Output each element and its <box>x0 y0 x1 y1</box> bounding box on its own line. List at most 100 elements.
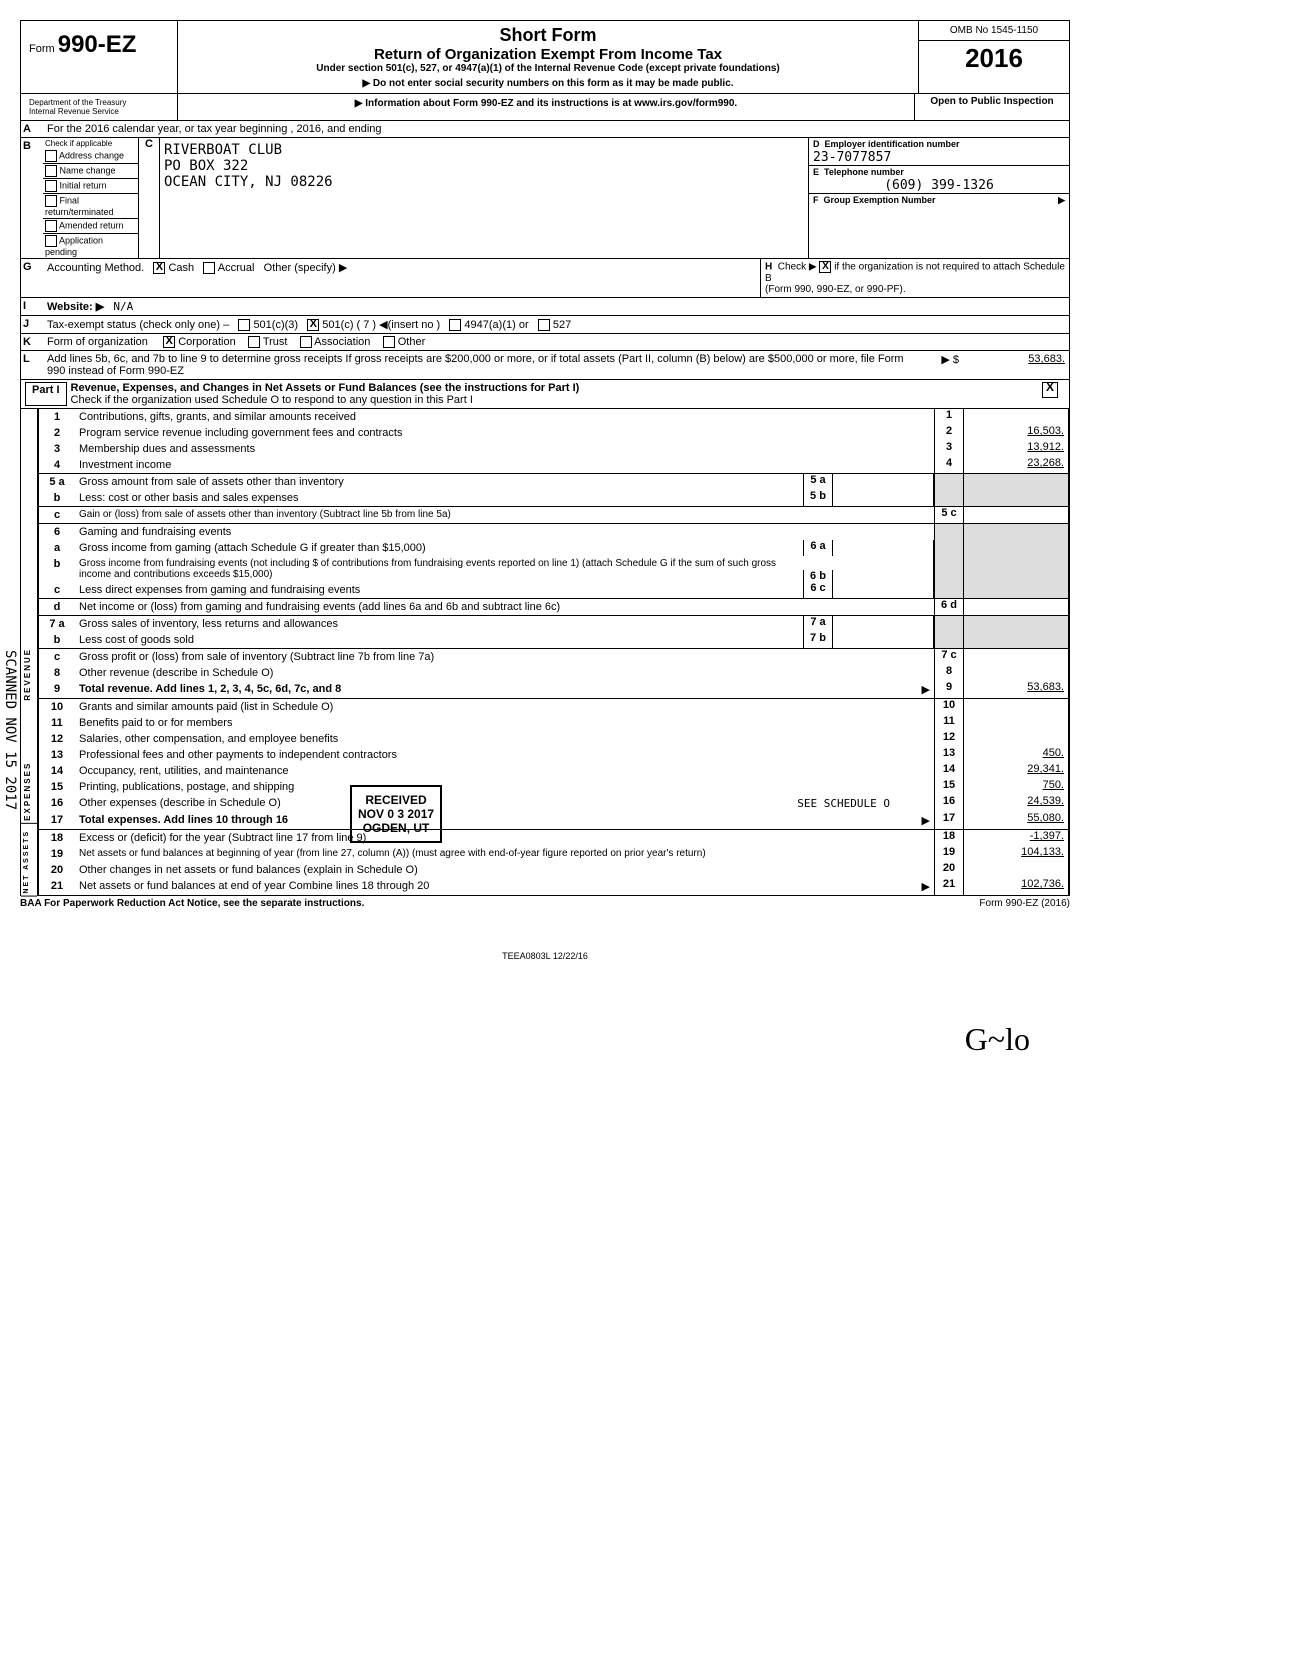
line-7a: 7 aGross sales of inventory, less return… <box>38 616 1069 632</box>
check-col: Check if applicable Address change Name … <box>43 138 139 258</box>
line-6a: aGross income from gaming (attach Schedu… <box>38 540 1069 556</box>
org-addr2: OCEAN CITY, NJ 08226 <box>164 174 804 190</box>
line-10: 10Grants and similar amounts paid (list … <box>38 699 1069 715</box>
side-expenses: EXPENSES <box>21 703 37 824</box>
lines-container: REVENUE EXPENSES NET ASSETS 1Contributio… <box>20 409 1070 896</box>
right-block: OMB No 1545-1150 2016 <box>919 21 1069 93</box>
org-name-block: RIVERBOAT CLUB PO BOX 322 OCEAN CITY, NJ… <box>160 138 808 258</box>
line-7c: cGross profit or (loss) from sale of inv… <box>38 649 1069 665</box>
info-link: ▶ Information about Form 990-EZ and its … <box>177 94 915 120</box>
line-18: 18Excess or (deficit) for the year (Subt… <box>38 830 1069 846</box>
label-k: K <box>21 334 43 350</box>
open-public: Open to Public Inspection <box>915 94 1069 120</box>
line-5c: cGain or (loss) from sale of assets othe… <box>38 507 1069 524</box>
l-arrow: ▶ $ <box>917 351 961 379</box>
section-k: K Form of organization X Corporation Tru… <box>20 334 1070 351</box>
line-1: 1Contributions, gifts, grants, and simil… <box>38 409 1069 425</box>
d-label: Employer identification number <box>825 139 960 149</box>
footer-formref: Form 990-EZ (2016) <box>979 898 1070 909</box>
check-final[interactable]: Final return/terminated <box>43 194 138 219</box>
section-a-text: For the 2016 calendar year, or tax year … <box>43 121 1069 137</box>
part1-header: Part I Revenue, Expenses, and Changes in… <box>20 380 1070 409</box>
tax-year: 2016 <box>919 41 1069 76</box>
form-prefix: Form <box>29 43 55 55</box>
line-6c: cLess direct expenses from gaming and fu… <box>38 582 1069 599</box>
form-number: 990-EZ <box>58 31 137 58</box>
signature: G~lo <box>20 1021 1070 1058</box>
section-a: A For the 2016 calendar year, or tax yea… <box>20 121 1070 138</box>
label-c: C <box>139 138 160 258</box>
line-17: 17Total expenses. Add lines 10 through 1… <box>38 812 1069 830</box>
check-pending[interactable]: Application pending <box>43 234 138 258</box>
org-name: RIVERBOAT CLUB <box>164 142 804 158</box>
accounting-method: Accounting Method. X Cash Accrual Other … <box>43 259 760 297</box>
title-under: Under section 501(c), 527, or 4947(a)(1)… <box>182 63 914 74</box>
line-3: 3Membership dues and assessments313,912. <box>38 441 1069 457</box>
check-amended[interactable]: Amended return <box>43 219 138 234</box>
check-trust[interactable] <box>248 336 260 348</box>
label-b: B <box>21 138 43 258</box>
label-g: G <box>21 259 43 297</box>
check-527[interactable] <box>538 319 550 331</box>
e-val: (609) 399-1326 <box>809 178 1069 193</box>
org-addr1: PO BOX 322 <box>164 158 804 174</box>
check-accrual[interactable] <box>203 262 215 274</box>
title-main: Short Form <box>182 25 914 46</box>
part1-title: Revenue, Expenses, and Changes in Net As… <box>71 382 580 394</box>
check-501c[interactable]: X <box>307 319 319 331</box>
f-label: Group Exemption Number <box>824 195 936 205</box>
section-i: I Website: ▶ N/A <box>20 298 1070 316</box>
form-number-block: Form 990-EZ <box>21 21 177 93</box>
line-16: 16Other expenses (describe in Schedule O… <box>38 795 1069 812</box>
line-20: 20Other changes in net assets or fund ba… <box>38 862 1069 878</box>
footer-code: TEEA0803L 12/22/16 <box>20 951 1070 961</box>
part1-check-text: Check if the organization used Schedule … <box>71 394 473 406</box>
check-h[interactable]: X <box>819 261 831 273</box>
line-5b: bLess: cost or other basis and sales exp… <box>38 490 1069 507</box>
omb: OMB No 1545-1150 <box>919 21 1069 41</box>
title-block: Short Form Return of Organization Exempt… <box>177 21 919 93</box>
check-corp[interactable]: X <box>163 336 175 348</box>
side-netassets: NET ASSETS <box>21 824 37 897</box>
check-other[interactable] <box>383 336 395 348</box>
check-assoc[interactable] <box>300 336 312 348</box>
title-sub: Return of Organization Exempt From Incom… <box>182 46 914 63</box>
line-6b: bGross income from fundraising events (n… <box>38 556 1069 582</box>
line-4: 4Investment income423,268. <box>38 457 1069 474</box>
line-6: 6Gaming and fundraising events <box>38 524 1069 540</box>
l-text: Add lines 5b, 6c, and 7b to line 9 to de… <box>43 351 917 379</box>
line-19: 19Net assets or fund balances at beginni… <box>38 846 1069 862</box>
check-name[interactable]: Name change <box>43 164 138 179</box>
part1-check[interactable]: X <box>1042 382 1058 398</box>
right-def: D Employer identification number 23-7077… <box>808 138 1069 258</box>
line-15: 15Printing, publications, postage, and s… <box>38 779 1069 795</box>
line-9: 9Total revenue. Add lines 1, 2, 3, 4, 5c… <box>38 681 1069 699</box>
line-2: 2Program service revenue including gover… <box>38 425 1069 441</box>
label-a: A <box>21 121 43 137</box>
section-h: H Check ▶ X if the organization is not r… <box>760 259 1069 297</box>
l-val: 53,683. <box>961 351 1069 379</box>
check-initial[interactable]: Initial return <box>43 179 138 194</box>
form-of-org: Form of organization X Corporation Trust… <box>43 334 1069 350</box>
line-7b: bLess cost of goods sold7 b <box>38 632 1069 649</box>
scanned-stamp: SCANNED NOV 15 2017 <box>2 650 18 810</box>
check-header: Check if applicable <box>43 138 138 149</box>
dept: Department of the Treasury Internal Reve… <box>21 94 177 120</box>
line-6d: dNet income or (loss) from gaming and fu… <box>38 599 1069 616</box>
part1-label: Part I <box>25 382 67 406</box>
section-j: J Tax-exempt status (check only one) – 5… <box>20 316 1070 334</box>
line-8: 8Other revenue (describe in Schedule O)8 <box>38 665 1069 681</box>
label-j: J <box>21 316 43 333</box>
section-l: L Add lines 5b, 6c, and 7b to line 9 to … <box>20 351 1070 380</box>
website: Website: ▶ N/A <box>43 298 1069 315</box>
footer: BAA For Paperwork Reduction Act Notice, … <box>20 896 1070 911</box>
line-21: 21Net assets or fund balances at end of … <box>38 878 1069 896</box>
section-bcdef: B Check if applicable Address change Nam… <box>20 138 1070 259</box>
check-4947[interactable] <box>449 319 461 331</box>
check-addr[interactable]: Address change <box>43 149 138 164</box>
label-i: I <box>21 298 43 315</box>
section-gh: G Accounting Method. X Cash Accrual Othe… <box>20 259 1070 298</box>
check-501c3[interactable] <box>238 319 250 331</box>
line-14: 14Occupancy, rent, utilities, and mainte… <box>38 763 1069 779</box>
check-cash[interactable]: X <box>153 262 165 274</box>
